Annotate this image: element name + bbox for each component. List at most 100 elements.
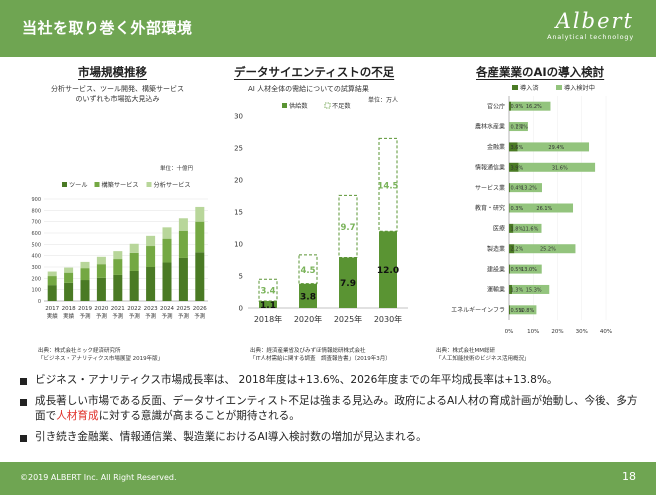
x-tick-label: 2019 <box>78 306 92 312</box>
bullet-text: に対する意識が高まることが期待される。 <box>98 410 300 422</box>
adopted-bar <box>509 284 513 294</box>
adopted-value-label: 0.4% <box>511 186 524 192</box>
considering-bar <box>518 162 596 172</box>
considering-value-label: 25.2% <box>540 247 556 253</box>
shortage-bar <box>298 254 318 285</box>
x-tick-label: 20% <box>551 329 563 335</box>
y-tick-label: 100 <box>31 288 41 294</box>
considering-bar <box>510 264 542 274</box>
y-tick-label: 800 <box>31 208 41 214</box>
considering-bar <box>511 101 551 111</box>
x-tick-label: 2021 <box>111 306 125 312</box>
category-label: 建設業 <box>487 265 505 273</box>
shortage-value-label: 3.4 <box>260 287 275 297</box>
adopted-value-label: 3.6% <box>511 145 524 151</box>
adopted-bar <box>509 162 519 172</box>
shortage-bar <box>378 137 398 232</box>
footer-bar: ©2019 ALBERT Inc. All Right Reserved. 18 <box>0 462 656 495</box>
x-tick-label: 30% <box>576 329 588 335</box>
x-tick-sublabel: 予測 <box>178 312 190 320</box>
bar-segment <box>195 206 205 222</box>
market-size-chart: ツール 構築サービス 分析サービス 0 100 200 300 400 500 600 700 800… <box>31 181 208 320</box>
y-tick-label: 300 <box>31 265 41 271</box>
bullet-item: ビジネス・アナリティクス市場成長率は、 2018年度は+13.6%、2026年度… <box>20 373 645 389</box>
market-title: 市場規模推移 <box>78 65 147 79</box>
bar-segment <box>195 221 205 253</box>
bar-segment <box>47 271 57 277</box>
adopted-value-label: 0.5% <box>511 267 524 273</box>
category-label: 運輸業 <box>487 286 505 294</box>
bar-segment <box>162 262 172 301</box>
legend-swatch <box>94 182 100 187</box>
bar-segment <box>195 252 205 301</box>
adopted-bar <box>509 244 515 254</box>
market-source-line2: 「ビジネス・アナリティクス市場展望 2019年版」 <box>38 356 164 362</box>
shortage-source-line1: 出典：経済産業省及びみずほ情報総研株式会社 <box>250 348 366 354</box>
x-tick-label: 2018年 <box>254 314 282 324</box>
bar-segment <box>113 274 123 301</box>
highlight-text: 人材育成 <box>56 410 99 422</box>
industry-source: 出典：株式会社MM総研 「人工知能技術のビジネス活用概況」 <box>436 347 530 363</box>
y-tick-label: 0 <box>239 305 243 313</box>
industry-source-line2: 「人工知能技術のビジネス活用概況」 <box>436 356 530 362</box>
market-source: 出典：株式会社ミック経済研究所 「ビジネス・アナリティクス市場展望 2019年版… <box>38 347 163 363</box>
legend-swatch <box>556 85 562 90</box>
category-label: 教育・研究 <box>475 204 505 212</box>
category-label: 製造業 <box>487 245 505 253</box>
considering-bar <box>510 305 537 315</box>
bar-segment <box>162 238 172 263</box>
y-tick-label: 5 <box>239 273 243 281</box>
considering-bar <box>512 284 550 294</box>
bullet-text: 成長著しい市場である反面、データサイエンティスト不足は強まる見込み。政府によるA… <box>35 394 638 423</box>
bar-segment <box>129 243 139 253</box>
bar-segment <box>96 277 106 301</box>
y-tick-label: 500 <box>31 242 41 248</box>
x-tick-label: 10% <box>527 329 539 335</box>
x-tick-sublabel: 予測 <box>112 312 124 320</box>
x-tick-label: 2022 <box>127 306 141 312</box>
bar-segment <box>162 227 172 239</box>
legend-label: 構築サービス <box>102 181 139 189</box>
considering-value-label: 15.3% <box>526 287 542 293</box>
adopted-bar <box>509 142 518 152</box>
shortage-source-line2: 「IT人材需給に関する調査 調査報告書」（2019年3月） <box>250 356 391 362</box>
adopted-bar <box>509 223 514 233</box>
bullet-item: 成長著しい市場である反面、データサイエンティスト不足は強まる見込み。政府によるA… <box>20 394 645 425</box>
supply-value-label: 12.0 <box>377 266 399 276</box>
x-tick-sublabel: 予測 <box>194 312 206 320</box>
page-title: 当社を取り巻く外部環境 <box>22 19 193 37</box>
legend-label: 供給数 <box>289 102 308 110</box>
adopted-value-label: 0.3% <box>511 206 524 212</box>
legend-swatch <box>62 182 67 187</box>
shortage-bar <box>338 194 358 258</box>
x-tick-label: 2020年 <box>294 314 322 324</box>
market-subtitle: 分析サービス、ツール開発、構築サービス のいずれも市場拡大見込み <box>40 84 195 104</box>
considering-value-label: 31.6% <box>552 165 568 171</box>
bar-segment <box>113 251 123 260</box>
y-tick-label: 15 <box>234 209 243 217</box>
x-tick-sublabel: 予測 <box>79 312 91 320</box>
albert-logo: Albert Analytical technology <box>547 10 634 41</box>
considering-bar <box>517 142 590 152</box>
market-subtitle-line1: 分析サービス、ツール開発、構築サービス <box>51 85 184 93</box>
category-label: 農林水産業 <box>475 123 505 131</box>
legend-swatch <box>324 102 331 109</box>
industry-source-line1: 出典：株式会社MM総研 <box>436 348 495 354</box>
adopted-value-label: 0.1% <box>511 125 524 131</box>
legend-label: 分析サービス <box>154 181 191 189</box>
copyright: ©2019 ALBERT Inc. All Right Reserved. <box>20 473 177 482</box>
supply-value-label: 1.1 <box>260 301 276 311</box>
considering-value-label: 29.4% <box>548 145 564 151</box>
market-subtitle-line2: のいずれも市場拡大見込み <box>75 95 160 103</box>
y-tick-label: 600 <box>31 231 41 237</box>
category-label: 情報通信業 <box>475 163 505 171</box>
x-tick-label: 2018 <box>62 306 76 312</box>
adopted-value-label: 0.9% <box>511 104 524 110</box>
industry-ai-chart: 導入済 導入検討中 0% 10% 20% 30% 40% 官公庁 0.9% 16.2% 農林水産業 0… <box>451 84 612 335</box>
considering-value-label: 26.1% <box>536 206 552 212</box>
considering-bar <box>509 183 542 193</box>
considering-bar <box>509 203 574 213</box>
legend-swatch <box>512 85 518 90</box>
shortage-value-label: 4.5 <box>300 266 315 276</box>
bullet-item: 引き続き金融業、情報通信業、製造業におけるAI導入検討数の増加が見込まれる。 <box>20 430 645 446</box>
